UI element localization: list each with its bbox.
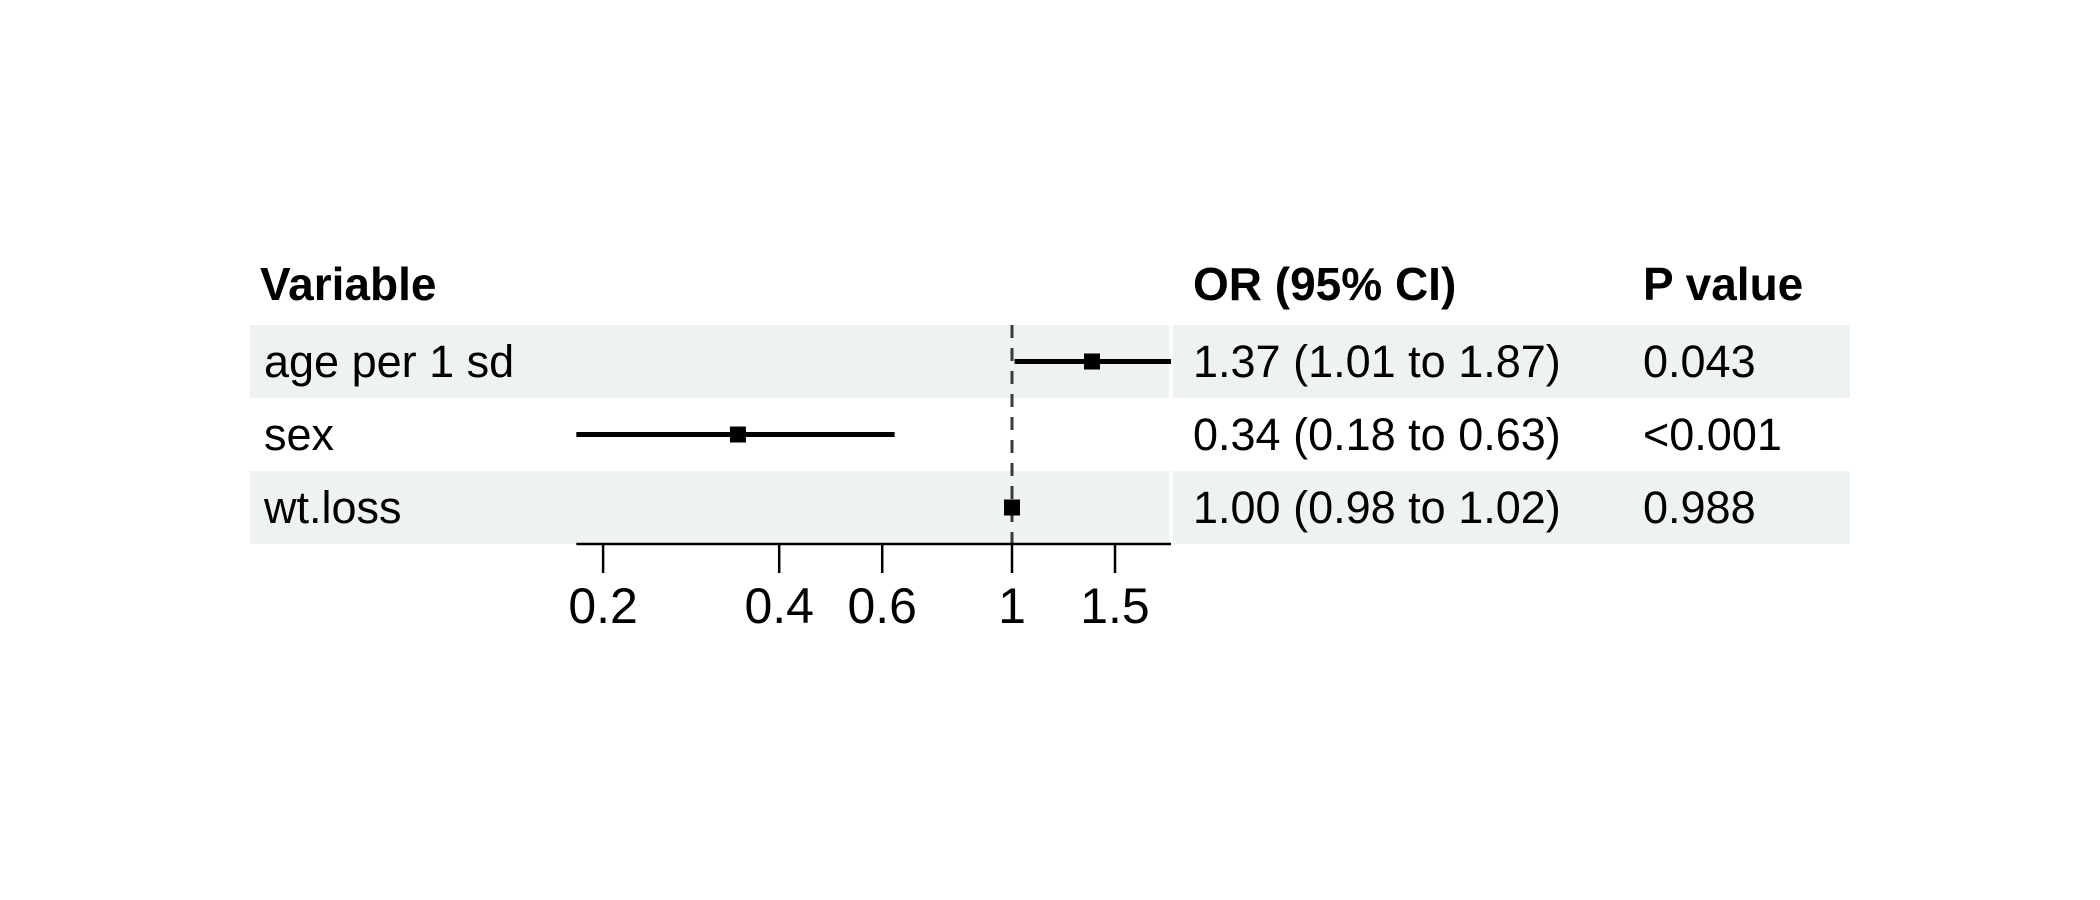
column-header-or-ci: OR (95% CI) <box>1193 258 1457 310</box>
row-label: wt.loss <box>264 482 402 533</box>
x-axis-tick-label: 0.4 <box>744 578 814 634</box>
or-ci-value: 1.37 (1.01 to 1.87) <box>1193 336 1561 387</box>
point-marker <box>729 426 746 443</box>
point-marker <box>1083 353 1100 370</box>
x-axis-tick-label: 1.5 <box>1080 578 1150 634</box>
row-band <box>1173 325 1850 398</box>
column-header-p-value: P value <box>1643 258 1804 310</box>
x-axis-tick-label: 1 <box>998 578 1026 634</box>
or-ci-value: 0.34 (0.18 to 0.63) <box>1193 409 1561 460</box>
row-band <box>1173 471 1850 544</box>
point-marker <box>1004 499 1020 516</box>
column-header-variable: Variable <box>260 258 437 310</box>
x-axis-tick-label: 0.2 <box>568 578 638 634</box>
row-label: sex <box>264 409 335 460</box>
p-value: <0.001 <box>1643 409 1782 460</box>
x-axis-tick-label: 0.6 <box>847 578 917 634</box>
row-label: age per 1 sd <box>264 336 515 387</box>
p-value: 0.988 <box>1643 482 1756 533</box>
p-value: 0.043 <box>1643 336 1756 387</box>
or-ci-value: 1.00 (0.98 to 1.02) <box>1193 482 1561 533</box>
